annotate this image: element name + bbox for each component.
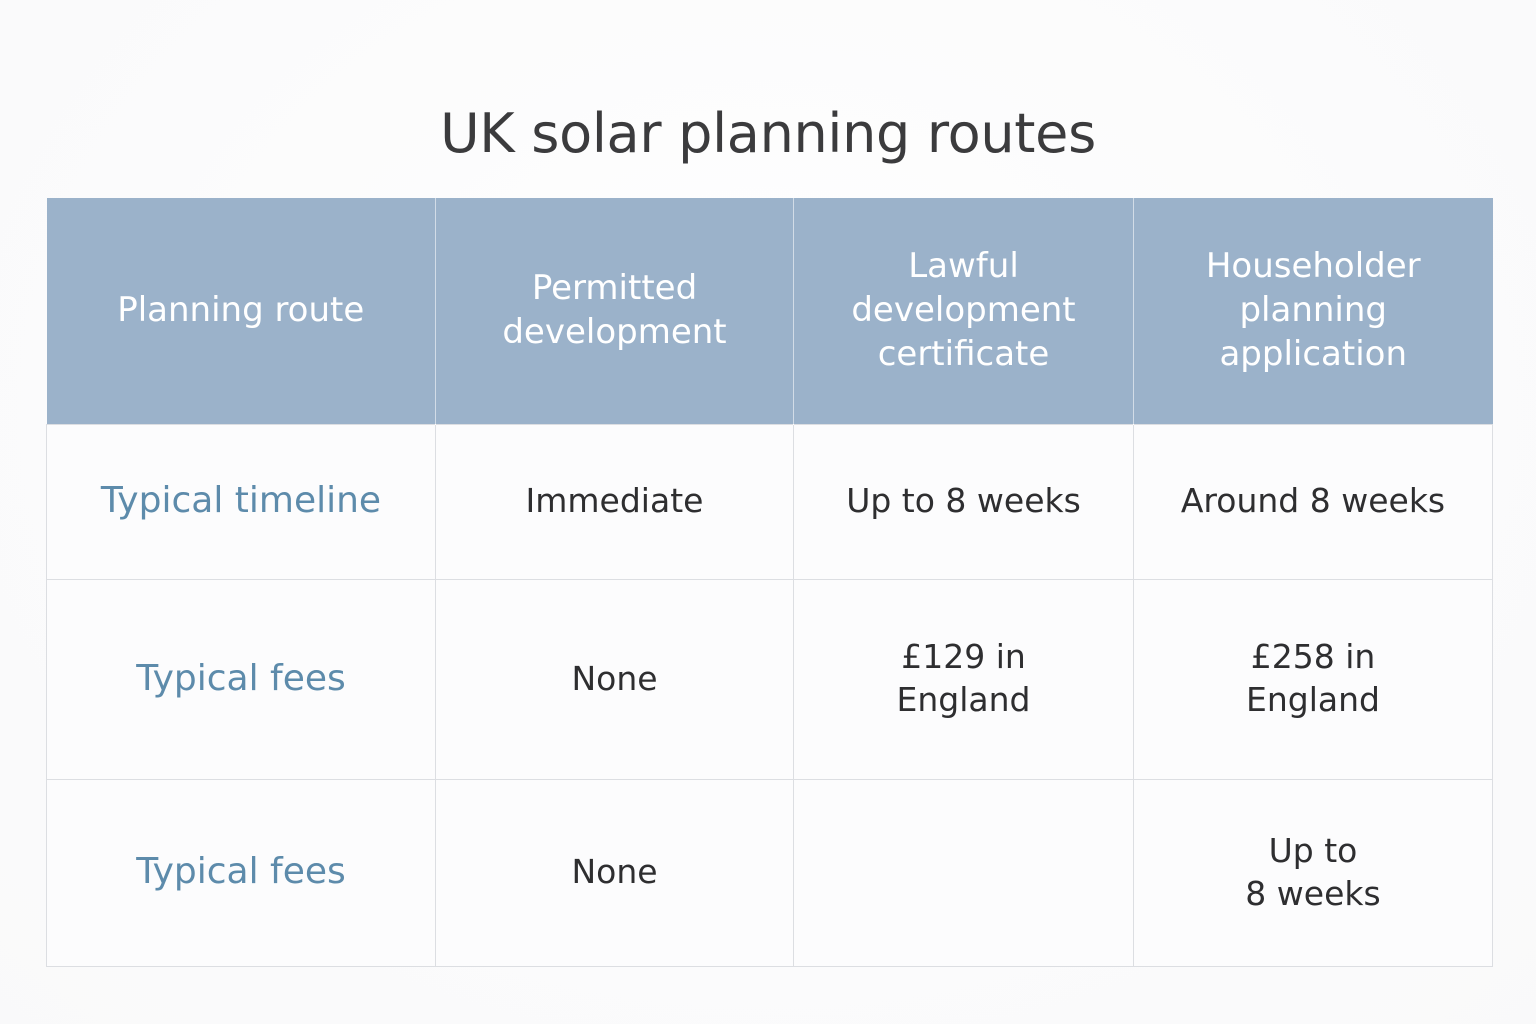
table-row: Typical fees None £129 in England £258 i… bbox=[46, 578, 1493, 780]
table-row: Typical fees None Up to 8 weeks bbox=[46, 778, 1493, 967]
cell-line: England bbox=[1246, 680, 1380, 719]
cell-line: Around 8 weeks bbox=[1180, 481, 1446, 521]
column-header-line: planning bbox=[1239, 289, 1388, 330]
table-cell: Around 8 weeks bbox=[1133, 423, 1493, 580]
header-row: Planning route Permitted development Law… bbox=[46, 198, 1493, 424]
table-row: Typical timeline Immediate Up to 8 weeks… bbox=[46, 423, 1493, 580]
table-cell: None bbox=[435, 578, 794, 780]
column-header-line: certificate bbox=[877, 333, 1050, 374]
page-title: UK solar planning routes bbox=[440, 102, 1096, 166]
column-header-householder-planning-application: Householder planning application bbox=[1133, 198, 1493, 424]
cell-line: Immediate bbox=[525, 481, 704, 521]
row-label: Typical fees bbox=[46, 778, 436, 967]
cell-line: Up to 8 weeks bbox=[846, 481, 1081, 521]
table-cell: None bbox=[435, 778, 794, 967]
column-header-line: development bbox=[502, 311, 727, 352]
column-header-line: application bbox=[1219, 333, 1408, 374]
table-header: Planning route Permitted development Law… bbox=[46, 198, 1493, 424]
column-header-planning-route: Planning route bbox=[46, 198, 436, 424]
routes-table-container: Planning route Permitted development Law… bbox=[46, 198, 1493, 967]
cell-line: £129 in bbox=[901, 637, 1026, 677]
column-header-line: Permitted bbox=[531, 268, 698, 309]
column-header-line: Lawful bbox=[908, 246, 1019, 287]
cell-line: None bbox=[571, 852, 658, 892]
column-header-line: Planning route bbox=[117, 289, 365, 330]
table-cell: £258 in England bbox=[1133, 578, 1493, 780]
cell-line: England bbox=[896, 680, 1031, 719]
table-cell: Up to 8 weeks bbox=[1133, 778, 1493, 967]
planning-routes-table: Planning route Permitted development Law… bbox=[46, 198, 1493, 967]
row-label: Typical timeline bbox=[46, 423, 436, 580]
column-header-line: development bbox=[851, 289, 1076, 330]
table-cell: £129 in England bbox=[793, 578, 1134, 780]
table-cell: Immediate bbox=[435, 423, 794, 580]
table-cell-empty bbox=[793, 778, 1134, 967]
cell-line: £258 in bbox=[1250, 637, 1376, 677]
table-body: Typical timeline Immediate Up to 8 weeks… bbox=[46, 423, 1493, 967]
table-cell: Up to 8 weeks bbox=[793, 423, 1134, 580]
column-header-permitted-development: Permitted development bbox=[435, 198, 794, 424]
cell-line: Up to bbox=[1268, 830, 1358, 870]
cell-line: 8 weeks bbox=[1245, 873, 1381, 913]
column-header-lawful-development-certificate: Lawful development certificate bbox=[793, 198, 1134, 424]
column-header-line: Householder bbox=[1205, 246, 1421, 287]
row-label: Typical fees bbox=[46, 578, 436, 780]
cell-line: None bbox=[571, 658, 658, 698]
